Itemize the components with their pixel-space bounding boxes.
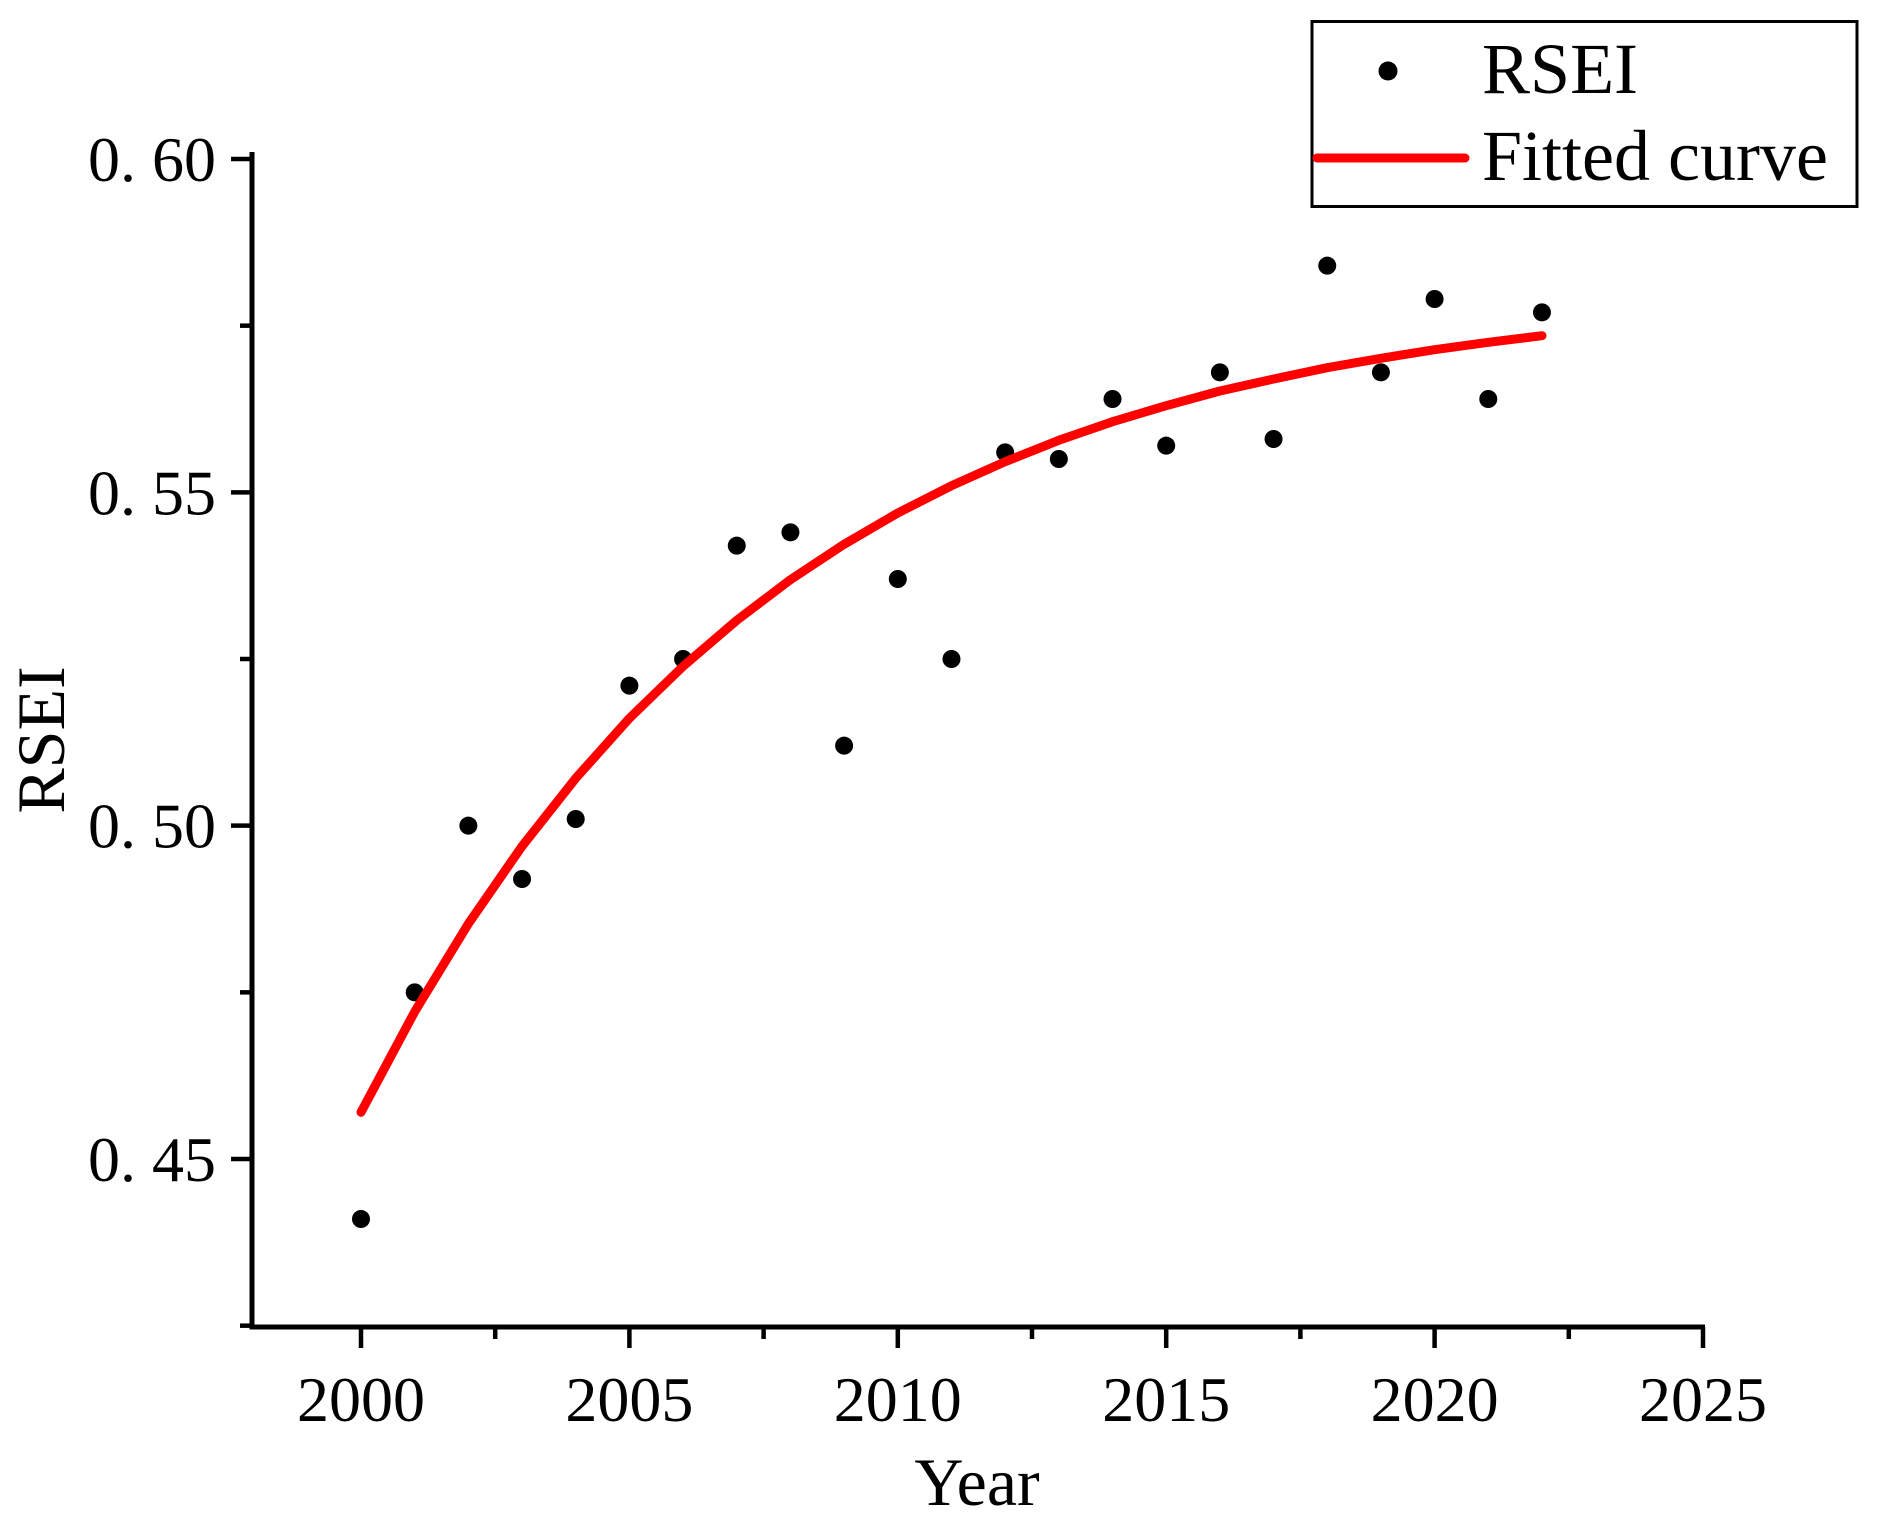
- axis-ticks: [231, 156, 1706, 1348]
- scatter-point: [1049, 450, 1068, 469]
- scatter-point: [1103, 390, 1122, 409]
- scatter-point: [352, 1210, 370, 1229]
- fitted-curve-series: [356, 331, 1547, 1117]
- fitted-curve: [356, 331, 1547, 1117]
- axis-tick-labels: 0. 45 0. 50 0. 55 0. 60 2000 2005 2010 2015 2020…: [88, 124, 1767, 1435]
- legend-dot-marker: [1378, 61, 1398, 81]
- scatter-point: [566, 810, 585, 829]
- scatter-point: [835, 736, 854, 755]
- y-tick-label: 0. 45: [88, 1124, 216, 1195]
- scatter-point: [781, 523, 800, 542]
- scatter-point: [513, 870, 532, 889]
- scatter-point: [1264, 430, 1283, 449]
- scatter-point: [1210, 363, 1229, 382]
- y-axis-title: RSEI: [3, 666, 79, 813]
- x-tick-label: 2010: [834, 1364, 962, 1435]
- scatter-point: [620, 676, 639, 695]
- scatter-point: [1318, 256, 1337, 275]
- scatter-point: [1157, 436, 1176, 455]
- legend-box: [1310, 20, 1859, 208]
- x-tick-label: 2020: [1371, 1364, 1499, 1435]
- legend-label-fitted-curve: Fitted curve: [1482, 116, 1828, 196]
- scatter-point: [1532, 303, 1551, 322]
- scatter-point: [459, 816, 478, 835]
- y-tick-label: 0. 60: [88, 124, 216, 195]
- scatter-point: [888, 570, 907, 589]
- scatter-point: [942, 650, 961, 669]
- scatter-point: [1371, 363, 1390, 382]
- scatter-point: [1479, 390, 1498, 409]
- x-tick-label: 2015: [1102, 1364, 1230, 1435]
- scatter-point: [727, 536, 746, 555]
- x-axis-title: Year: [914, 1444, 1040, 1520]
- x-tick-label: 2000: [297, 1364, 425, 1435]
- scatter-series: [352, 256, 1551, 1229]
- y-tick-label: 0. 55: [88, 457, 216, 528]
- y-tick-label: 0. 50: [88, 791, 216, 862]
- legend-label-rsei: RSEI: [1482, 29, 1638, 109]
- x-tick-label: 2025: [1639, 1364, 1767, 1435]
- legend: RSEI Fitted curve: [1310, 20, 1859, 208]
- x-tick-label: 2005: [565, 1364, 693, 1435]
- scatter-point: [1425, 290, 1444, 309]
